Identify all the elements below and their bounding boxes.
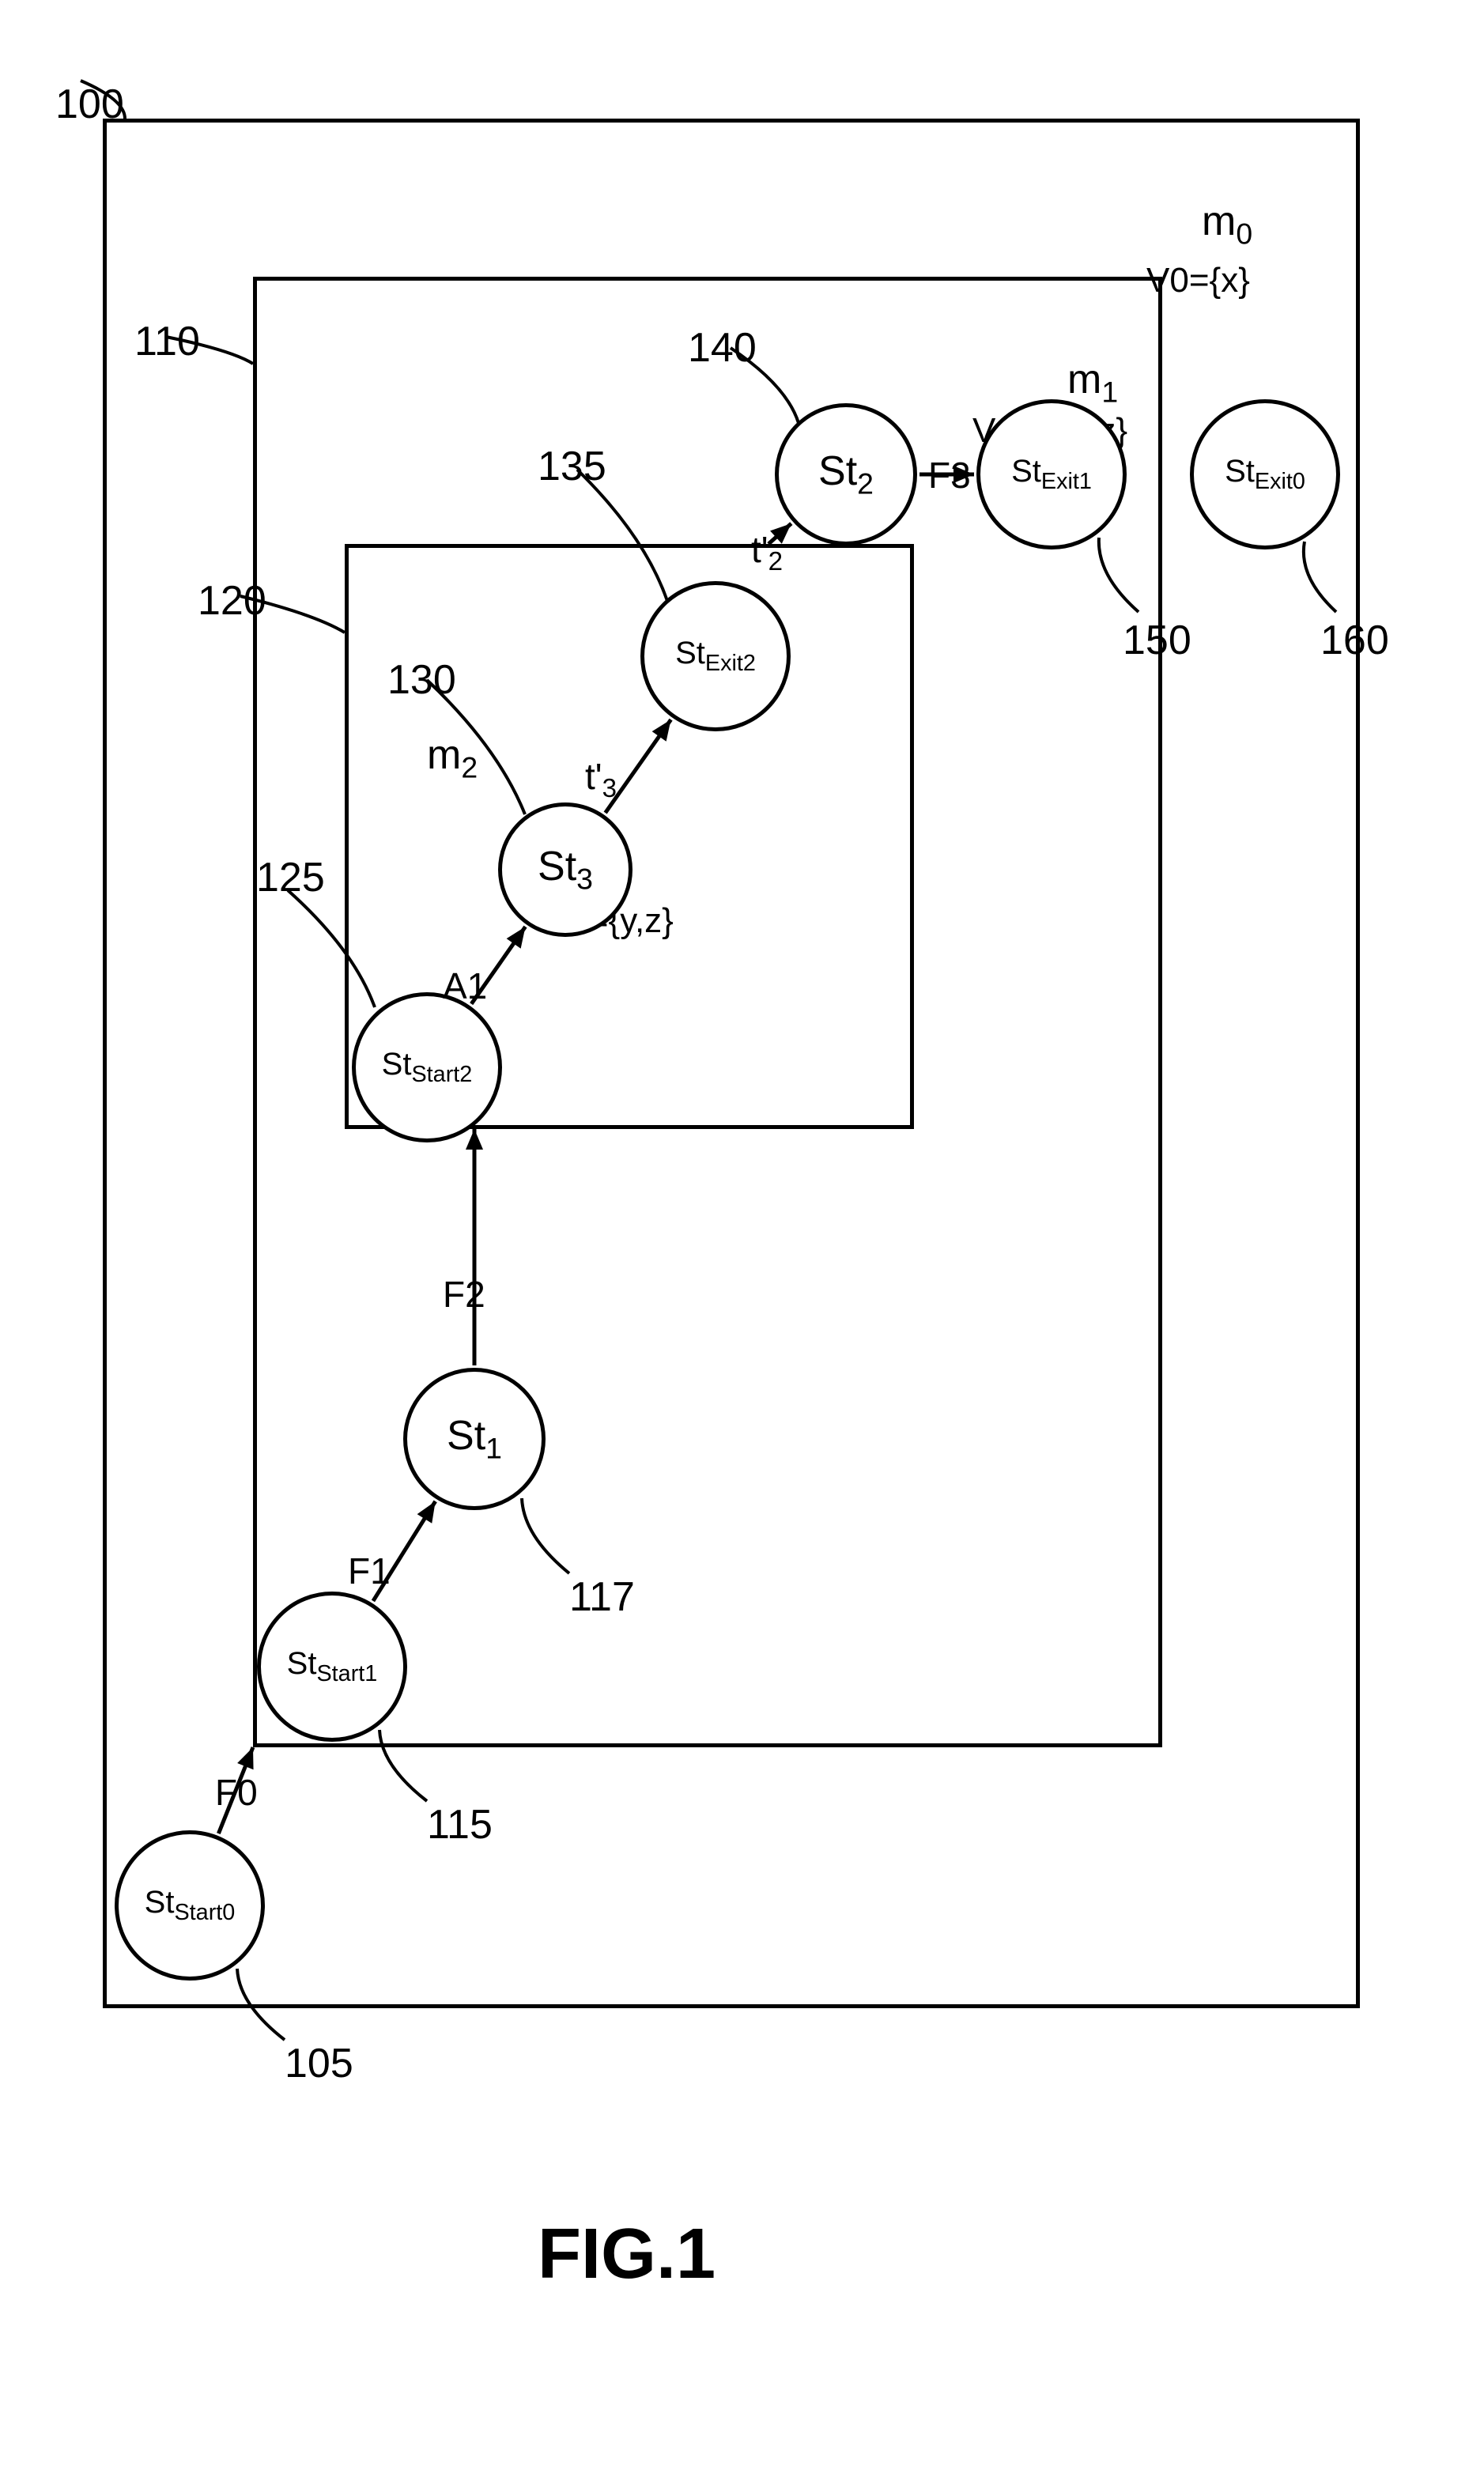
ref-125: 125 [256, 854, 325, 901]
edge-label: F2 [443, 1273, 485, 1316]
edge-label: A1 [443, 965, 487, 1007]
edge-label: F1 [348, 1550, 391, 1592]
state-node-label-st2: St2 [818, 451, 874, 499]
state-node-stStart0: StStart0 [115, 1830, 265, 1981]
state-node-label-stExit2: StExit2 [675, 637, 756, 675]
state-node-label-stExit1: StExit1 [1011, 455, 1092, 493]
ref-130: 130 [387, 656, 456, 704]
ref-110: 110 [134, 318, 200, 365]
module-label-m1: m1 [1067, 356, 1118, 409]
state-node-stStart2: StStart2 [352, 992, 502, 1142]
ref-140: 140 [688, 324, 757, 372]
edge-label: t'3 [585, 755, 617, 804]
state-node-st2: St2 [775, 403, 917, 546]
state-node-label-st3: St3 [538, 846, 593, 894]
ref-135: 135 [538, 443, 606, 490]
module-label-m2: m2 [427, 731, 478, 784]
figure-canvas: FIG.1 m0V0={x}100m1V1={x,y,z}110m2V2={y,… [32, 32, 1452, 2449]
ref-115: 115 [427, 1801, 493, 1848]
state-node-st3: St3 [498, 802, 632, 937]
state-node-stStart1: StStart1 [257, 1592, 407, 1742]
ref-160: 160 [1320, 617, 1389, 664]
ref-100: 100 [55, 81, 124, 128]
figure-label: FIG.1 [538, 2214, 716, 2295]
ref-117: 117 [569, 1573, 635, 1621]
state-node-stExit2: StExit2 [640, 581, 791, 731]
state-node-label-stStart2: StStart2 [382, 1048, 473, 1086]
state-node-label-stExit0: StExit0 [1225, 455, 1305, 493]
ref-120: 120 [198, 577, 266, 625]
edge-label: F3 [928, 454, 971, 497]
state-node-label-stStart1: StStart1 [287, 1648, 378, 1686]
module-label-m0: m0 [1202, 198, 1252, 251]
state-node-label-stStart0: StStart0 [145, 1886, 236, 1924]
state-node-stExit1: StExit1 [976, 399, 1127, 549]
ref-150: 150 [1123, 617, 1191, 664]
state-node-stExit0: StExit0 [1190, 399, 1340, 549]
ref-105: 105 [285, 2040, 353, 2087]
state-node-st1: St1 [403, 1368, 546, 1510]
state-node-label-st1: St1 [447, 1415, 502, 1463]
edge-label: t'2 [751, 528, 783, 577]
edge-label: F0 [215, 1771, 258, 1814]
